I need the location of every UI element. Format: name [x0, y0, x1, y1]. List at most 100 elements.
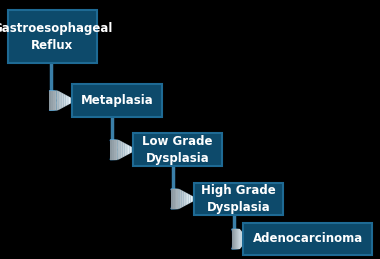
Polygon shape — [232, 229, 245, 249]
Polygon shape — [232, 229, 234, 249]
Polygon shape — [234, 229, 235, 249]
Polygon shape — [232, 229, 241, 249]
Polygon shape — [110, 140, 122, 160]
Polygon shape — [232, 229, 245, 249]
Polygon shape — [232, 229, 240, 249]
Polygon shape — [63, 94, 65, 107]
Polygon shape — [171, 189, 180, 209]
Polygon shape — [110, 140, 118, 160]
Polygon shape — [121, 141, 123, 158]
Polygon shape — [110, 140, 119, 160]
Polygon shape — [117, 140, 119, 160]
Polygon shape — [178, 189, 180, 209]
Polygon shape — [49, 91, 67, 110]
Polygon shape — [49, 91, 76, 110]
Polygon shape — [110, 140, 129, 160]
Polygon shape — [110, 140, 127, 160]
Polygon shape — [49, 91, 74, 110]
Polygon shape — [49, 91, 62, 110]
Polygon shape — [67, 96, 69, 105]
Polygon shape — [190, 195, 192, 203]
Polygon shape — [133, 148, 135, 152]
Polygon shape — [171, 189, 178, 209]
FancyBboxPatch shape — [133, 133, 222, 166]
Polygon shape — [60, 92, 62, 109]
Polygon shape — [171, 189, 190, 209]
Polygon shape — [135, 149, 137, 151]
Polygon shape — [49, 91, 51, 110]
Polygon shape — [110, 140, 112, 160]
Polygon shape — [189, 194, 190, 204]
Polygon shape — [232, 229, 242, 249]
Polygon shape — [171, 189, 187, 209]
Polygon shape — [49, 91, 69, 110]
Polygon shape — [65, 95, 67, 106]
Polygon shape — [131, 147, 133, 153]
Polygon shape — [110, 140, 130, 160]
Polygon shape — [110, 140, 121, 160]
Polygon shape — [171, 189, 196, 209]
Polygon shape — [110, 140, 117, 160]
Polygon shape — [242, 232, 243, 246]
Polygon shape — [235, 229, 236, 249]
Polygon shape — [171, 189, 195, 209]
Polygon shape — [49, 91, 56, 110]
Polygon shape — [232, 229, 242, 249]
Polygon shape — [232, 229, 235, 249]
Polygon shape — [243, 233, 244, 245]
Polygon shape — [232, 229, 239, 249]
Polygon shape — [180, 189, 182, 208]
Polygon shape — [232, 229, 236, 249]
Polygon shape — [171, 189, 183, 209]
Text: Gastroesophageal
Reflux: Gastroesophageal Reflux — [0, 22, 112, 52]
Polygon shape — [110, 140, 131, 160]
Polygon shape — [192, 196, 194, 202]
Polygon shape — [232, 229, 236, 249]
Polygon shape — [238, 229, 239, 249]
Polygon shape — [49, 91, 60, 110]
Polygon shape — [245, 236, 246, 242]
Polygon shape — [114, 140, 116, 160]
Polygon shape — [128, 145, 130, 154]
Polygon shape — [171, 189, 184, 209]
Polygon shape — [126, 144, 128, 155]
Polygon shape — [171, 189, 174, 209]
Polygon shape — [233, 229, 234, 249]
Text: Adenocarcinoma: Adenocarcinoma — [253, 232, 363, 246]
FancyBboxPatch shape — [194, 183, 283, 215]
Polygon shape — [57, 91, 58, 110]
Polygon shape — [174, 189, 176, 209]
Polygon shape — [110, 140, 113, 160]
Polygon shape — [110, 140, 114, 160]
Polygon shape — [246, 238, 247, 241]
Polygon shape — [130, 146, 131, 154]
Polygon shape — [232, 229, 246, 249]
Polygon shape — [49, 91, 55, 110]
Polygon shape — [194, 197, 196, 201]
Polygon shape — [232, 229, 233, 249]
Polygon shape — [171, 189, 191, 209]
Polygon shape — [176, 189, 178, 209]
Polygon shape — [171, 189, 194, 209]
Polygon shape — [110, 140, 124, 160]
Polygon shape — [185, 192, 187, 206]
Polygon shape — [232, 229, 243, 249]
FancyBboxPatch shape — [8, 10, 97, 63]
Polygon shape — [232, 229, 233, 249]
Polygon shape — [110, 140, 134, 160]
Polygon shape — [110, 140, 137, 160]
Polygon shape — [244, 235, 245, 243]
Polygon shape — [49, 91, 59, 110]
Text: Low Grade
Dysplasia: Low Grade Dysplasia — [142, 135, 213, 164]
Text: High Grade
Dysplasia: High Grade Dysplasia — [201, 184, 276, 214]
Polygon shape — [232, 229, 244, 249]
Polygon shape — [58, 91, 60, 110]
Polygon shape — [171, 189, 188, 209]
Polygon shape — [236, 229, 237, 249]
Text: Metaplasia: Metaplasia — [81, 94, 153, 107]
Polygon shape — [49, 91, 52, 110]
Polygon shape — [171, 189, 173, 209]
Polygon shape — [49, 91, 64, 110]
Polygon shape — [173, 189, 174, 209]
Polygon shape — [171, 189, 198, 209]
